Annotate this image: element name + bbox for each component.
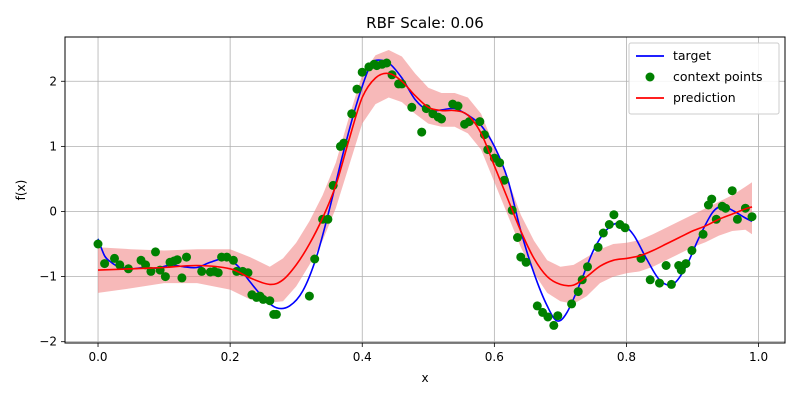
plot-area-frame [64, 36, 786, 344]
context-point [271, 309, 281, 319]
x-tick-label: 0.0 [88, 350, 107, 364]
y-tick-label: −1 [39, 270, 57, 284]
context-point [732, 214, 742, 224]
y-tick-label: 0 [49, 204, 57, 218]
context-point [213, 268, 223, 278]
legend-context-label: context points [673, 69, 762, 84]
context-point [141, 260, 151, 270]
series-lines [97, 59, 753, 322]
context-point [146, 266, 156, 276]
context-point [721, 203, 731, 213]
target-line [97, 59, 753, 322]
context-point [549, 320, 559, 330]
prediction-line [97, 72, 753, 287]
context-point [655, 278, 664, 288]
context-point [567, 299, 577, 309]
context-point [543, 312, 553, 322]
y-tick-label: −2 [39, 335, 57, 349]
context-point [310, 254, 320, 264]
context-point [687, 246, 697, 255]
context-point [583, 262, 592, 272]
context-point [747, 212, 757, 222]
context-point [243, 268, 253, 278]
context-point [228, 255, 238, 265]
context-point [604, 220, 614, 229]
x-tick-label: 0.8 [617, 350, 636, 364]
chart-title: RBF Scale: 0.06 [366, 14, 484, 32]
context-point [676, 265, 686, 275]
context-point [707, 194, 717, 204]
axis-ticks: 0.0 0.2 0.4 0.6 0.8 1.0 −2 −1 0 1 2 [39, 74, 768, 364]
context-point [93, 239, 103, 249]
context-point [197, 266, 207, 276]
y-axis-label: f(x) [14, 180, 28, 201]
x-tick-label: 0.4 [353, 350, 372, 364]
context-point [265, 296, 275, 306]
context-point [110, 253, 119, 263]
legend-target-label: target [673, 48, 711, 63]
context-point [437, 114, 446, 124]
context-point [681, 259, 691, 269]
context-point [464, 117, 474, 127]
context-point [421, 104, 431, 114]
context-point [177, 273, 187, 283]
x-axis-label: x [421, 371, 428, 385]
context-point [304, 291, 314, 301]
context-point [513, 233, 522, 242]
context-points [93, 58, 757, 330]
context-point [593, 242, 603, 252]
legend-context-swatch [645, 72, 655, 82]
y-tick-label: 2 [49, 74, 57, 88]
context-point [352, 84, 362, 94]
context-point [397, 79, 407, 89]
context-point [115, 260, 125, 270]
context-point [727, 186, 737, 196]
context-point [620, 223, 630, 233]
context-point [573, 287, 583, 297]
legend-box [628, 42, 780, 115]
context-point [453, 101, 463, 111]
x-tick-label: 1.0 [749, 350, 768, 364]
context-point [323, 214, 333, 224]
context-point [382, 58, 392, 68]
context-point [521, 257, 531, 267]
context-point [698, 229, 708, 239]
context-point [347, 109, 357, 119]
context-point [553, 311, 563, 321]
context-point [182, 252, 191, 262]
context-point [417, 127, 427, 137]
context-point [160, 272, 170, 282]
context-point [645, 275, 655, 285]
context-point [598, 228, 608, 238]
y-tick-label: 1 [49, 139, 57, 153]
context-point [666, 279, 676, 289]
context-point [499, 175, 509, 185]
legend: target context points prediction [628, 42, 780, 115]
context-point [609, 210, 619, 220]
context-point [357, 67, 367, 77]
context-point [407, 102, 417, 112]
x-tick-label: 0.2 [221, 350, 240, 364]
context-point [100, 259, 110, 269]
context-point [339, 138, 349, 148]
context-point [495, 158, 505, 168]
x-tick-label: 0.6 [485, 350, 504, 364]
context-point [172, 255, 182, 265]
context-point [532, 301, 542, 311]
context-point [661, 261, 671, 270]
context-point [475, 117, 485, 127]
context-point [151, 247, 160, 257]
legend-prediction-label: prediction [673, 90, 736, 105]
